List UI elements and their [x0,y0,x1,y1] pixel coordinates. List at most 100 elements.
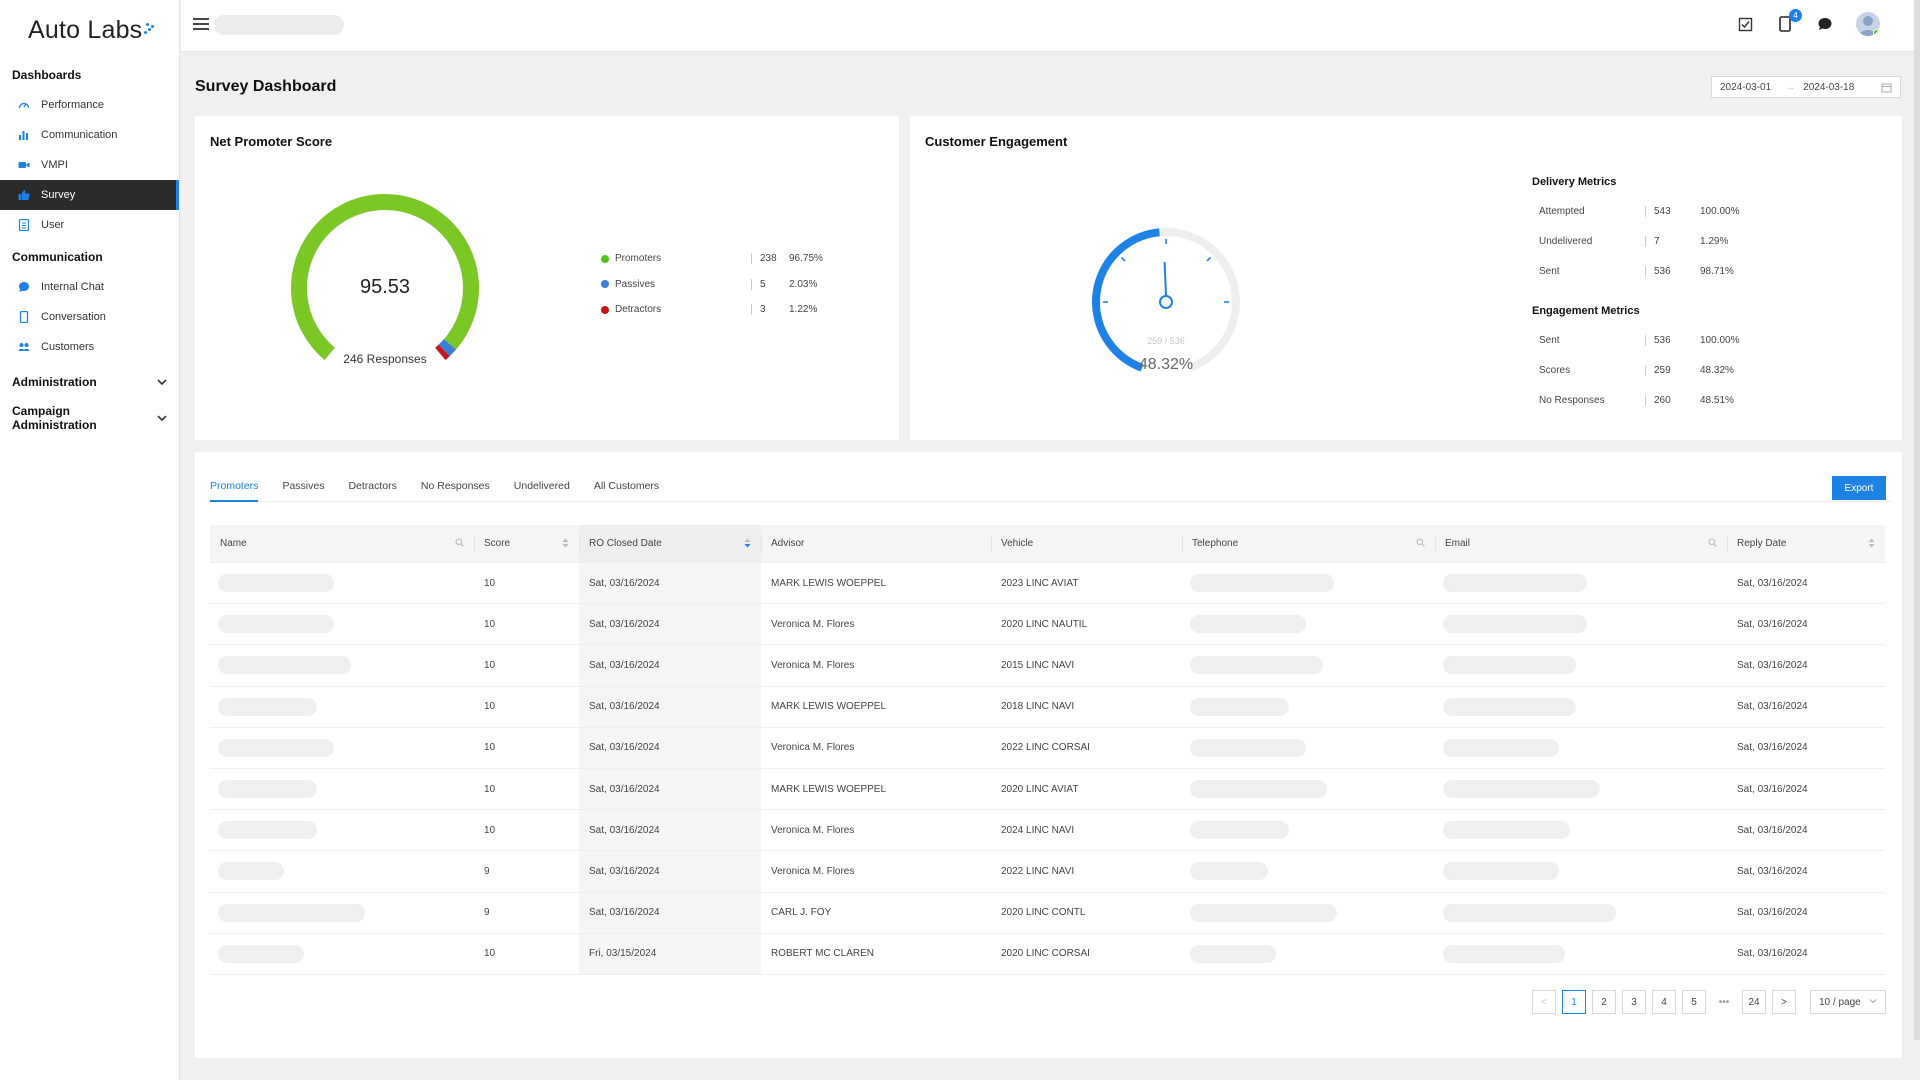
table-row[interactable]: 10 Sat, 03/16/2024 Veronica M. Flores 2022 … [210,727,1885,769]
table-row[interactable]: 10 Sat, 03/16/2024 MARK LEWIS WOEPPEL 2018 … [210,686,1885,728]
advisor-cell: CARL J. FOY [771,907,832,919]
export-button[interactable]: Export [1832,476,1886,500]
column-sort-icon[interactable] [1868,538,1875,550]
column-search-icon[interactable] [1416,538,1425,549]
last-page-button[interactable]: 24 [1742,990,1766,1014]
legend-count: 238 [751,253,789,265]
name-cell [210,645,474,685]
menu-toggle-icon[interactable] [193,18,209,32]
communication-section-label: Communication [12,250,103,264]
telephone-cell [1182,851,1435,891]
bar-chart-icon [17,128,31,142]
sidebar-item-label: Survey [41,189,76,201]
tab-undelivered[interactable]: Undelivered [513,480,570,492]
table-row[interactable]: 10 Sat, 03/16/2024 MARK LEWIS WOEPPEL 2023 … [210,563,1885,605]
vehicle-cell: 2020 LINC CORSAI [1001,948,1090,960]
redacted-placeholder [218,656,351,675]
sidebar-item-performance[interactable]: Performance [0,90,179,120]
telephone-cell [1182,687,1435,727]
sidebar-item-internal-chat[interactable]: Internal Chat [0,272,179,302]
nps-detractors-arc [435,344,450,361]
user-avatar[interactable] [1856,12,1880,36]
table-row[interactable]: 9 Sat, 03/16/2024 Veronica M. Flores 2022 L… [210,851,1885,893]
survey-table: Name Score RO Closed Date Advisor Vehicle Tel… [210,525,1885,975]
tab-all-customers[interactable]: All Customers [593,480,660,492]
date-end[interactable]: 2024-03-18 [1803,81,1855,93]
table-row[interactable]: 10 Sat, 03/16/2024 MARK LEWIS WOEPPEL 2020 … [210,768,1885,811]
page-size-select[interactable]: 10 / page [1810,990,1886,1014]
reply-date-cell: Sat, 03/16/2024 [1737,577,1808,589]
sidebar-item-conversation[interactable]: Conversation [0,302,179,332]
prev-page-button[interactable]: < [1532,990,1556,1014]
column-search-icon[interactable] [1708,538,1717,549]
vehicle-cell: 2020 LINC NAUTIL [1001,618,1088,630]
table-row[interactable]: 10 Sat, 03/16/2024 Veronica M. Flores 2020 … [210,604,1885,646]
column-search-icon[interactable] [455,538,464,549]
sidebar-item-customers[interactable]: Customers [0,332,179,362]
column-header-telephone[interactable]: Telephone [1182,525,1435,562]
brand-logo[interactable]: Auto Labs [0,0,179,60]
customers-table-card: Promoters Passives Detractors No Responses U… [195,452,1902,1058]
tab-detractors[interactable]: Detractors [348,480,397,492]
tasks-icon[interactable] [1736,15,1754,33]
dashboards-section-label: Dashboards [12,68,82,82]
page-5-button[interactable]: 5 [1682,990,1706,1014]
legend-name: Detractors [615,304,662,316]
column-sort-icon[interactable] [562,538,569,550]
notification-badge: 4 [1789,9,1802,22]
sidebar-item-communication[interactable]: Communication [0,120,179,150]
page-3-button[interactable]: 3 [1622,990,1646,1014]
metric-count: 536 [1645,334,1700,346]
page-scrollbar[interactable] [1914,0,1920,1040]
vehicle-cell: 2022 LINC NAVI [1001,865,1075,877]
vehicle-cell: 2015 LINC NAVI [1001,659,1075,671]
date-start[interactable]: 2024-03-01 [1720,81,1772,93]
column-header-name[interactable]: Name [210,525,474,562]
page-2-button[interactable]: 2 [1592,990,1616,1014]
column-header-reply-date[interactable]: Reply Date [1727,525,1885,562]
legend-name: Passives [615,278,656,290]
page-1-button[interactable]: 1 [1562,990,1586,1014]
messages-icon[interactable] [1816,15,1834,33]
redacted-placeholder [218,944,304,963]
page-size-label: 10 / page [1819,996,1861,1008]
tab-passives[interactable]: Passives [282,480,325,492]
date-range-picker[interactable]: 2024-03-01 → 2024-03-18 [1711,76,1901,98]
column-header-score[interactable]: Score [474,525,579,562]
logo-text: Auto Labs [28,15,143,44]
sidebar-item-user[interactable]: User [0,210,179,240]
vehicle-cell: 2024 LINC NAVI [1001,824,1075,836]
pagination: <1 2 3 4 5 ••• 24 >10 / page [1532,990,1886,1014]
administration-group[interactable]: Administration [0,364,179,400]
redacted-placeholder [1443,862,1559,881]
campaign-administration-group[interactable]: Campaign Administration [0,400,179,436]
table-row[interactable]: 9 Sat, 03/16/2024 CARL J. FOY 2020 LINC CON… [210,892,1885,934]
survey-tabs: Promoters Passives Detractors No Responses U… [210,474,1891,502]
engagement-gauge-fill [1092,228,1160,372]
search-placeholder-bar[interactable] [214,15,344,35]
metric-row-no-responses: No Responses 260 48.51% [1532,385,1792,415]
mobile-notifications-icon[interactable]: 4 [1776,9,1802,33]
sidebar-item-label: Conversation [41,311,106,323]
date-separator: → [1785,81,1796,93]
sidebar-item-survey[interactable]: Survey [0,180,179,210]
engagement-gauge-hub [1159,295,1173,309]
online-status-dot [1873,29,1880,36]
page-4-button[interactable]: 4 [1652,990,1676,1014]
table-row[interactable]: 10 Sat, 03/16/2024 Veronica M. Flores 2015 … [210,645,1885,687]
next-page-button[interactable]: > [1772,990,1796,1014]
table-row[interactable]: 10 Fri, 03/15/2024 ROBERT MC CLAREN 2020 LI… [210,933,1885,975]
page-ellipsis[interactable]: ••• [1712,990,1736,1014]
email-cell [1435,604,1727,644]
metric-count: 260 [1645,394,1700,406]
tab-promoters[interactable]: Promoters [210,474,259,502]
tab-no-responses[interactable]: No Responses [420,480,490,492]
column-header-email[interactable]: Email [1435,525,1727,562]
sidebar-item-vmpi[interactable]: VMPI [0,150,179,180]
table-row[interactable]: 10 Sat, 03/16/2024 Veronica M. Flores 2024 … [210,810,1885,852]
column-sort-icon[interactable] [744,538,751,550]
column-header-ro-closed-date[interactable]: RO Closed Date [579,525,761,562]
legend-percent: 96.75% [789,253,823,265]
column-header-label: Score [484,538,511,549]
nps-score: 95.53 [359,276,411,298]
